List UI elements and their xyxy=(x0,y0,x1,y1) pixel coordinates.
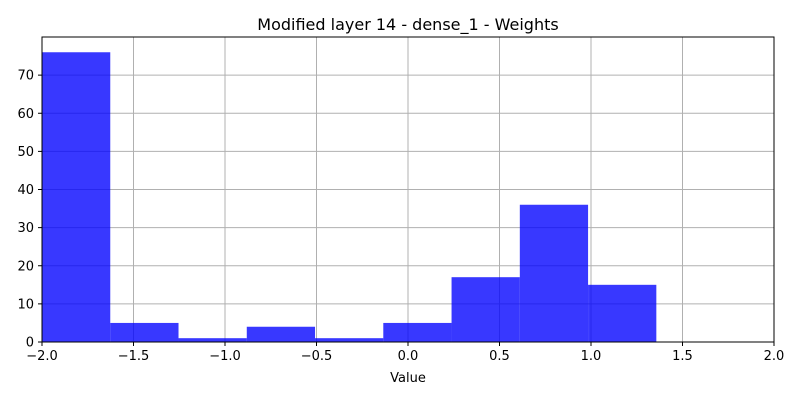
chart-title: Modified layer 14 - dense_1 - Weights xyxy=(257,15,558,35)
y-tick-label: 60 xyxy=(17,107,34,122)
y-tick-label: 50 xyxy=(17,145,34,160)
x-tick-label: 2.0 xyxy=(764,349,785,364)
y-tick-label: 70 xyxy=(17,69,34,84)
x-tick-label: −1.0 xyxy=(209,349,241,364)
histogram-bar xyxy=(246,326,316,342)
histogram-bar xyxy=(519,204,589,342)
bars xyxy=(42,52,657,342)
histogram-bar xyxy=(588,284,657,342)
x-tick-label: 1.5 xyxy=(672,349,693,364)
y-tick-label: 0 xyxy=(26,336,34,351)
x-axis: −2.0 −1.5 −1.0 −0.5 0.0 0.5 1.0 1.5 2.0 xyxy=(26,342,784,364)
x-axis-label: Value xyxy=(390,371,426,386)
x-tick-label: −1.5 xyxy=(118,349,150,364)
x-tick-label: −0.5 xyxy=(301,349,333,364)
histogram-bar xyxy=(383,322,452,342)
y-axis: 0 10 20 30 40 50 60 70 xyxy=(17,69,42,351)
x-tick-label: −2.0 xyxy=(26,349,58,364)
y-tick-label: 30 xyxy=(17,221,34,236)
x-tick-label: 1.0 xyxy=(581,349,602,364)
grid xyxy=(41,37,775,343)
y-tick-label: 10 xyxy=(17,297,34,312)
x-tick-label: 0.5 xyxy=(489,349,510,364)
y-tick-label: 20 xyxy=(17,259,34,274)
y-tick-label: 40 xyxy=(17,183,34,198)
histogram-bar xyxy=(451,277,520,342)
x-tick-label: 0.0 xyxy=(398,349,419,364)
histogram-bar xyxy=(42,52,111,342)
histogram-bar xyxy=(315,338,384,342)
histogram-bar xyxy=(178,338,247,342)
histogram-bar xyxy=(110,322,179,342)
